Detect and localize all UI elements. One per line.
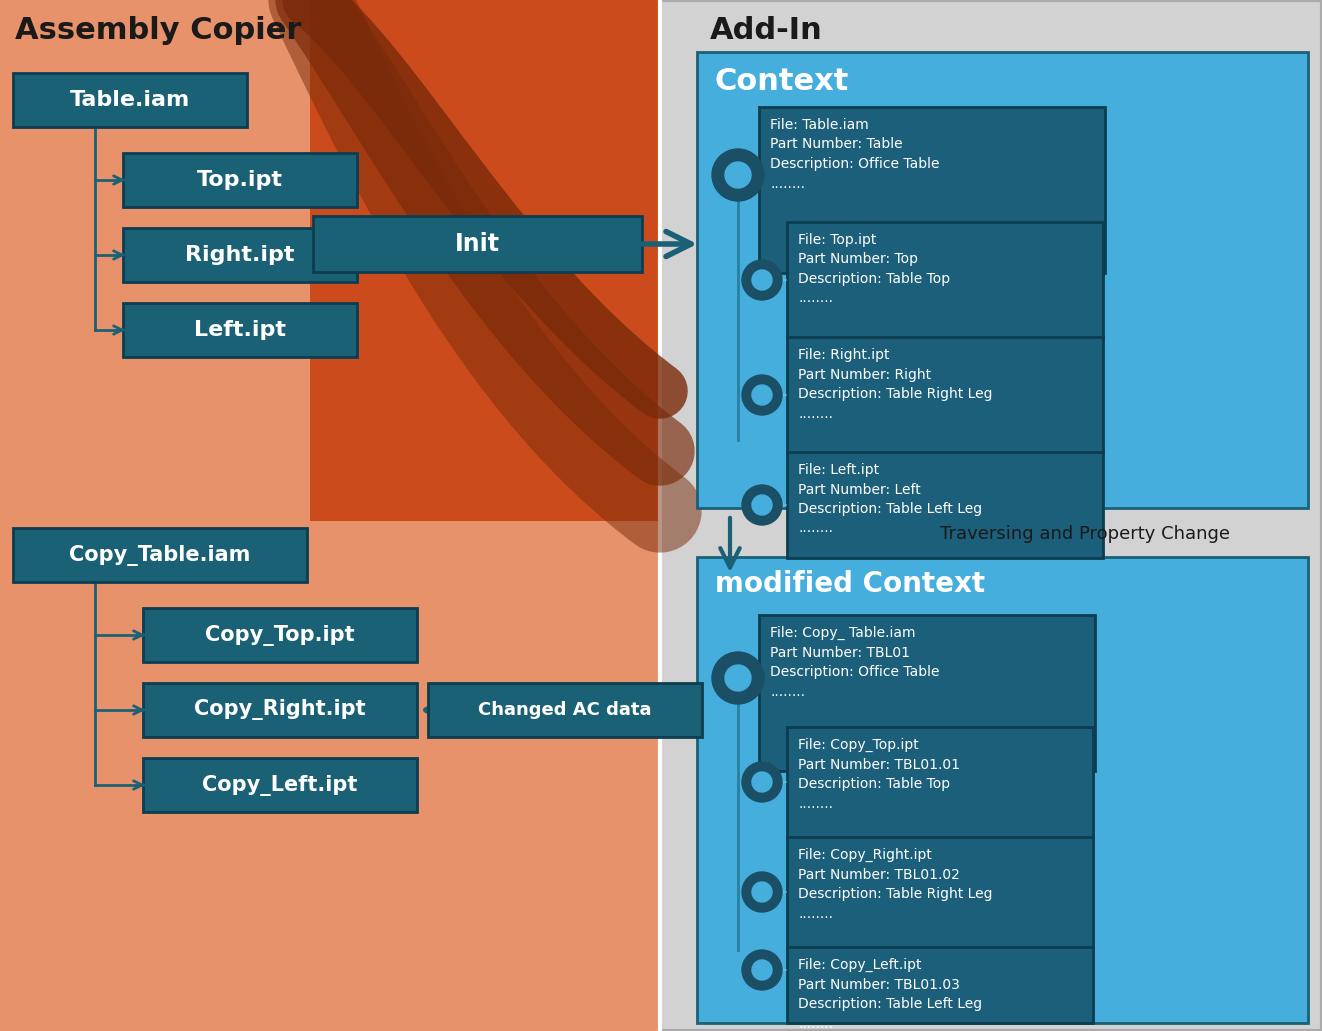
FancyBboxPatch shape [13,528,307,583]
Text: Right.ipt: Right.ipt [185,245,295,265]
Text: File: Top.ipt
Part Number: Top
Description: Table Top
........: File: Top.ipt Part Number: Top Descripti… [798,233,951,305]
FancyBboxPatch shape [428,683,702,737]
Text: Copy_Top.ipt: Copy_Top.ipt [205,625,354,645]
Circle shape [724,665,751,691]
Text: Changed AC data: Changed AC data [479,701,652,719]
Text: File: Table.iam
Part Number: Table
Description: Office Table
........: File: Table.iam Part Number: Table Descr… [769,118,940,191]
Circle shape [742,950,783,990]
Text: File: Left.ipt
Part Number: Left
Description: Table Left Leg
........: File: Left.ipt Part Number: Left Descrip… [798,463,982,535]
FancyBboxPatch shape [787,337,1103,453]
Text: Copy_Left.ipt: Copy_Left.ipt [202,774,358,796]
Text: File: Copy_ Table.iam
Part Number: TBL01
Description: Office Table
........: File: Copy_ Table.iam Part Number: TBL01… [769,626,940,699]
FancyBboxPatch shape [787,452,1103,558]
FancyBboxPatch shape [13,73,247,127]
FancyBboxPatch shape [787,947,1093,1023]
Bar [0,0,660,1031]
FancyBboxPatch shape [123,303,357,357]
Text: File: Copy_Right.ipt
Part Number: TBL01.02
Description: Table Right Leg
........: File: Copy_Right.ipt Part Number: TBL01.… [798,849,993,921]
Text: File: Copy_Top.ipt
Part Number: TBL01.01
Description: Table Top
........: File: Copy_Top.ipt Part Number: TBL01.01… [798,738,960,810]
FancyBboxPatch shape [143,683,416,737]
Text: Top.ipt: Top.ipt [197,170,283,190]
Text: modified Context: modified Context [715,570,985,598]
Circle shape [742,260,783,300]
Bar [660,0,1322,1031]
Circle shape [724,162,751,188]
Text: Add-In: Add-In [710,16,822,45]
FancyBboxPatch shape [787,222,1103,338]
Text: Context: Context [715,67,849,96]
FancyBboxPatch shape [787,837,1093,947]
FancyBboxPatch shape [759,107,1105,273]
Text: Left.ipt: Left.ipt [194,320,286,340]
Text: Assembly Copier: Assembly Copier [15,16,301,45]
Circle shape [742,872,783,912]
Circle shape [713,149,764,201]
Circle shape [752,882,772,902]
Circle shape [752,270,772,290]
Circle shape [742,375,783,415]
Text: Copy_Table.iam: Copy_Table.iam [69,544,251,565]
Bar [309,0,660,521]
FancyBboxPatch shape [697,557,1307,1023]
Circle shape [752,772,772,792]
FancyBboxPatch shape [759,616,1095,771]
FancyBboxPatch shape [143,608,416,662]
FancyBboxPatch shape [787,727,1093,838]
FancyBboxPatch shape [697,52,1307,508]
FancyBboxPatch shape [123,153,357,207]
FancyBboxPatch shape [123,228,357,282]
Text: File: Copy_Left.ipt
Part Number: TBL01.03
Description: Table Left Leg
........: File: Copy_Left.ipt Part Number: TBL01.0… [798,958,982,1031]
Text: Traversing and Property Change: Traversing and Property Change [940,525,1229,543]
Text: File: Right.ipt
Part Number: Right
Description: Table Right Leg
........: File: Right.ipt Part Number: Right Descr… [798,348,993,421]
Text: Table.iam: Table.iam [70,90,190,110]
Circle shape [713,652,764,704]
Text: Init: Init [455,232,500,256]
Circle shape [752,385,772,405]
Circle shape [752,960,772,980]
FancyBboxPatch shape [143,758,416,812]
Circle shape [752,495,772,516]
Circle shape [742,485,783,525]
FancyBboxPatch shape [313,217,642,272]
Circle shape [742,762,783,802]
Text: Copy_Right.ipt: Copy_Right.ipt [194,699,366,721]
